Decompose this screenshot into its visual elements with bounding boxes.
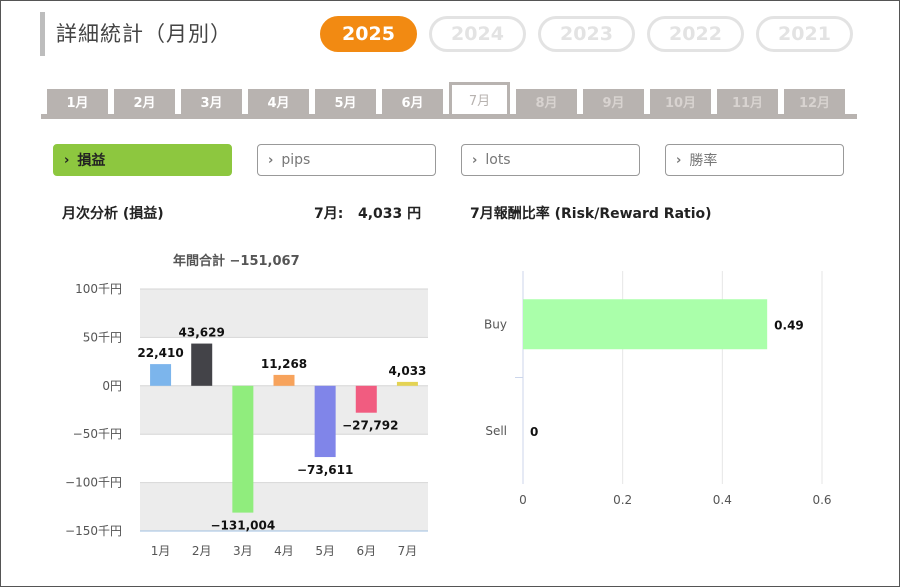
data-label: 4,033 [388, 364, 426, 378]
x-tick-label: 5月 [315, 544, 335, 558]
x-tick-label: 2月 [192, 544, 212, 558]
year-button-2022[interactable]: 2022 [647, 16, 744, 52]
bar-5月 [314, 385, 336, 458]
metric-button-profit[interactable]: › 損益 [53, 144, 232, 176]
chevron-right-icon: › [472, 152, 478, 168]
metric-label: 損益 [77, 153, 106, 169]
plot-band [140, 482, 428, 531]
x-tick-label: 1月 [151, 544, 171, 558]
x-tick-label: 6月 [356, 544, 376, 558]
tab-month-6[interactable]: 6月 [382, 89, 443, 114]
x-tick-label: 4月 [274, 544, 294, 558]
data-label: 22,410 [137, 346, 183, 360]
bar-1月 [150, 364, 172, 386]
bar-4月 [273, 374, 295, 386]
data-label: −131,004 [210, 519, 275, 533]
plot-band [140, 289, 428, 338]
selected-month-value: 4,033 円 [358, 206, 422, 222]
data-label: 11,268 [261, 357, 307, 371]
metric-button-lots[interactable]: › lots [461, 144, 640, 176]
y-tick-label: −100千円 [65, 476, 122, 490]
x-tick-label: 3月 [233, 544, 253, 558]
year-selector: 2025 2024 2023 2022 2021 [320, 16, 853, 52]
selected-month-label: 7月: [314, 206, 344, 222]
metric-label: 勝率 [689, 153, 718, 169]
tab-month-1[interactable]: 1月 [47, 89, 108, 114]
bar-2月 [191, 343, 213, 386]
tab-month-4[interactable]: 4月 [248, 89, 309, 114]
page-title: 詳細統計（月別） [56, 22, 232, 46]
metric-label: lots [485, 152, 511, 168]
bar-6月 [355, 385, 377, 413]
year-button-2021[interactable]: 2021 [756, 16, 853, 52]
bar-3月 [232, 385, 254, 513]
tab-month-7[interactable]: 7月 [449, 82, 510, 114]
monthly-analysis-heading: 月次分析 (損益) [62, 206, 164, 222]
annual-total-label: 年間合計 −151,067 [173, 254, 300, 269]
plot-band [140, 385, 428, 435]
y-tick-label: −150千円 [65, 524, 122, 538]
data-label: 43,629 [179, 326, 225, 340]
chevron-right-icon: › [268, 152, 274, 168]
data-label: −27,792 [342, 419, 398, 433]
tab-month-5[interactable]: 5月 [315, 89, 376, 114]
year-button-2023[interactable]: 2023 [538, 16, 635, 52]
data-label: −73,611 [297, 463, 353, 477]
tab-month-11[interactable]: 11月 [717, 89, 778, 114]
month-tabs-underline [41, 114, 857, 119]
month-tabs: 1月 2月 3月 4月 5月 6月 7月 8月 9月 10月 11月 12月 [47, 82, 845, 114]
tab-month-2[interactable]: 2月 [114, 89, 175, 114]
tab-month-8[interactable]: 8月 [516, 89, 577, 114]
tab-month-12[interactable]: 12月 [784, 89, 845, 114]
tab-month-3[interactable]: 3月 [181, 89, 242, 114]
y-tick-label: 100千円 [75, 282, 122, 296]
tab-month-10[interactable]: 10月 [650, 89, 711, 114]
y-tick-label: −50千円 [73, 427, 122, 441]
chevron-right-icon: › [676, 152, 682, 168]
metric-button-winrate[interactable]: › 勝率 [665, 144, 844, 176]
title-accent-bar [40, 12, 45, 56]
plot-band [140, 434, 428, 483]
chevron-right-icon: › [64, 152, 70, 168]
year-button-2024[interactable]: 2024 [429, 16, 526, 52]
year-button-2025[interactable]: 2025 [320, 16, 417, 52]
metric-label: pips [281, 152, 311, 168]
y-tick-label: 50千円 [83, 330, 122, 344]
x-tick-label: 7月 [398, 544, 418, 558]
rr-heading: 7月報酬比率 (Risk/Reward Ratio) [470, 206, 712, 222]
y-tick-label: 0円 [102, 379, 122, 393]
bar-7月 [396, 381, 418, 386]
metric-button-pips[interactable]: › pips [257, 144, 436, 176]
tab-month-9[interactable]: 9月 [583, 89, 644, 114]
